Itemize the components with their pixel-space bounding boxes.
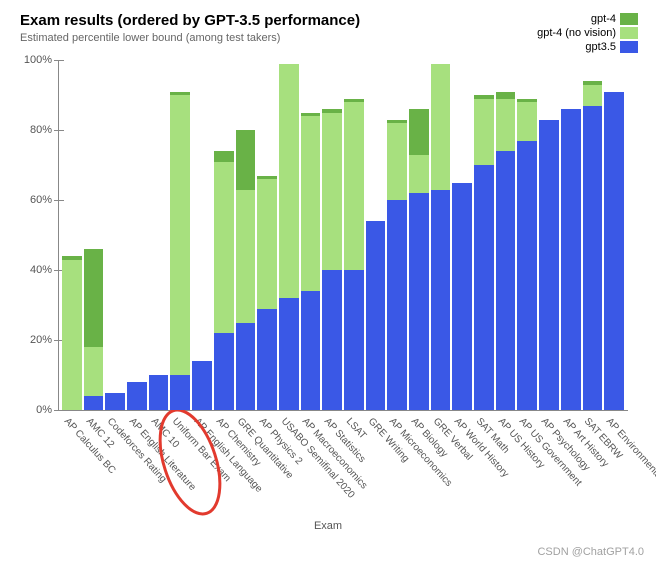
x-tick-label: AP Environmental Science xyxy=(604,416,656,511)
y-tick-label: 40% xyxy=(30,264,52,276)
bar-gpt35 xyxy=(257,309,277,411)
bar-gpt35 xyxy=(192,361,212,410)
bar xyxy=(84,60,104,410)
bar-gpt35 xyxy=(517,141,537,411)
bar xyxy=(366,60,386,410)
bar xyxy=(257,60,277,410)
x-axis-line xyxy=(58,410,628,411)
bar xyxy=(236,60,256,410)
bar xyxy=(344,60,364,410)
bar-gpt35 xyxy=(236,323,256,411)
bar-gpt35 xyxy=(583,106,603,411)
bar-gpt35 xyxy=(214,333,234,410)
bar xyxy=(539,60,559,410)
y-tick-label: 0% xyxy=(36,404,52,416)
watermark: CSDN @ChatGPT4.0 xyxy=(537,546,644,558)
bar xyxy=(127,60,147,410)
bar xyxy=(387,60,407,410)
bar xyxy=(517,60,537,410)
bar xyxy=(604,60,624,410)
bar xyxy=(105,60,125,410)
legend-swatch xyxy=(620,27,638,39)
bar-gpt35 xyxy=(604,92,624,411)
legend-item: gpt-4 xyxy=(537,12,638,26)
bar-gpt4-novision xyxy=(62,260,82,411)
bar-gpt35 xyxy=(301,291,321,410)
bar xyxy=(496,60,516,410)
legend-swatch xyxy=(620,13,638,25)
chart-title: Exam results (ordered by GPT-3.5 perform… xyxy=(20,12,360,29)
x-axis-title: Exam xyxy=(314,520,342,532)
legend-label: gpt-4 (no vision) xyxy=(537,27,616,39)
bar-gpt35 xyxy=(127,382,147,410)
bar xyxy=(170,60,190,410)
plot-area xyxy=(58,60,628,410)
bar xyxy=(279,60,299,410)
bar-gpt35 xyxy=(170,375,190,410)
bar-gpt35 xyxy=(84,396,104,410)
y-tick-label: 20% xyxy=(30,334,52,346)
legend-label: gpt-4 xyxy=(591,13,616,25)
bar-gpt35 xyxy=(431,190,451,411)
bar-gpt35 xyxy=(452,183,472,411)
bar xyxy=(561,60,581,410)
bar xyxy=(409,60,429,410)
bar-gpt35 xyxy=(322,270,342,410)
y-tick-label: 60% xyxy=(30,194,52,206)
legend-swatch xyxy=(620,41,638,53)
bar-gpt35 xyxy=(105,393,125,411)
bar xyxy=(474,60,494,410)
y-tick-mark xyxy=(54,410,64,411)
bar-gpt35 xyxy=(539,120,559,411)
bar xyxy=(301,60,321,410)
bars-container xyxy=(58,60,628,410)
chart-subtitle: Estimated percentile lower bound (among … xyxy=(20,32,280,44)
bar-gpt35 xyxy=(561,109,581,410)
bar-gpt35 xyxy=(474,165,494,410)
y-axis: 0%20%40%60%80%100% xyxy=(0,60,58,410)
bar xyxy=(214,60,234,410)
bar-gpt35 xyxy=(409,193,429,410)
y-tick-label: 100% xyxy=(24,54,52,66)
legend: gpt-4 gpt-4 (no vision) gpt3.5 xyxy=(537,12,638,54)
bar-gpt35 xyxy=(279,298,299,410)
legend-item: gpt3.5 xyxy=(537,40,638,54)
bar xyxy=(62,60,82,410)
bar xyxy=(192,60,212,410)
bar xyxy=(583,60,603,410)
bar-gpt35 xyxy=(387,200,407,410)
bar-gpt35 xyxy=(149,375,169,410)
bar xyxy=(431,60,451,410)
legend-label: gpt3.5 xyxy=(585,41,616,53)
y-tick-label: 80% xyxy=(30,124,52,136)
bar-gpt35 xyxy=(496,151,516,410)
legend-item: gpt-4 (no vision) xyxy=(537,26,638,40)
bar xyxy=(322,60,342,410)
bar-gpt35 xyxy=(366,221,386,410)
bar-gpt4-novision xyxy=(170,95,190,410)
bar xyxy=(452,60,472,410)
bar-gpt35 xyxy=(344,270,364,410)
bar xyxy=(149,60,169,410)
